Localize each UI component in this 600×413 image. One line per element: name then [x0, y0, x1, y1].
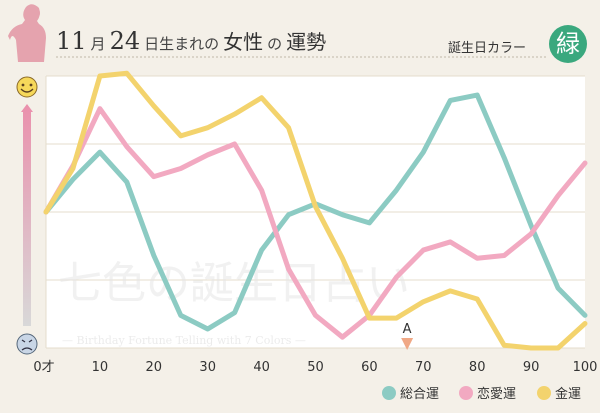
- legend-label-money: 金運: [555, 387, 582, 402]
- marker-label: A: [403, 322, 412, 337]
- legend-dot-overall: [382, 385, 396, 400]
- mood-gradient-bar: [21, 104, 33, 326]
- legend-dot-money: [537, 385, 551, 400]
- marker-layer: A: [401, 322, 414, 350]
- watermark-subtitle: — Birthday Fortune Telling with 7 Colors…: [62, 334, 306, 347]
- marker-arrow-icon: [401, 338, 414, 350]
- legend-label-love: 恋愛運: [477, 387, 517, 402]
- watermark: 七色の誕生日占い — Birthday Fortune Telling with…: [58, 258, 410, 347]
- legend-item-money: 金運: [537, 383, 581, 402]
- title-text-a: 日生まれの: [144, 35, 220, 53]
- title-day-number: 24: [109, 27, 141, 55]
- title-text-fortune: 運勢: [286, 30, 327, 54]
- title-text-no: の: [267, 35, 283, 53]
- title-month-unit: 月: [90, 35, 106, 53]
- x-tick-label: 90: [523, 360, 540, 375]
- series-line-2: [43, 70, 588, 351]
- woman-silhouette-icon: [8, 4, 46, 62]
- x-tick-label: 70: [415, 360, 432, 375]
- happy-face-icon: [16, 76, 38, 98]
- mood-scale: [16, 76, 38, 355]
- series-line-1: [43, 106, 588, 340]
- series-layer: [43, 70, 588, 351]
- x-tick-label: 10: [92, 360, 109, 375]
- x-tick-label: 60: [361, 360, 378, 375]
- title-month-number: 11: [56, 27, 87, 55]
- x-tick-label: 100: [573, 360, 598, 375]
- legend-label-overall: 総合運: [400, 387, 440, 402]
- x-tick-label: 80: [469, 360, 486, 375]
- sad-face-icon: [16, 333, 38, 355]
- watermark-title: 七色の誕生日占い: [58, 258, 410, 309]
- legend-item-love: 恋愛運: [459, 383, 516, 402]
- page-title: 11 月 24 日生まれの 女性 の 運勢: [56, 26, 326, 56]
- legend-item-overall: 総合運: [382, 383, 439, 402]
- x-tick-label: 20: [146, 360, 163, 375]
- title-text-woman: 女性: [223, 30, 264, 54]
- x-axis-ticks: 0才 10 20 30 40 50 60 70 80 90 100: [33, 360, 597, 375]
- x-tick-label: 30: [199, 360, 216, 375]
- x-tick-label: 0才: [33, 360, 54, 375]
- legend-dot-love: [459, 385, 473, 400]
- header: 11 月 24 日生まれの 女性 の 運勢 誕生日カラー 緑: [0, 0, 600, 64]
- birth-color-label: 誕生日カラー: [448, 41, 527, 56]
- x-tick-label: 50: [307, 360, 324, 375]
- x-tick-label: 40: [253, 360, 270, 375]
- birth-color-badge: 緑: [549, 25, 587, 63]
